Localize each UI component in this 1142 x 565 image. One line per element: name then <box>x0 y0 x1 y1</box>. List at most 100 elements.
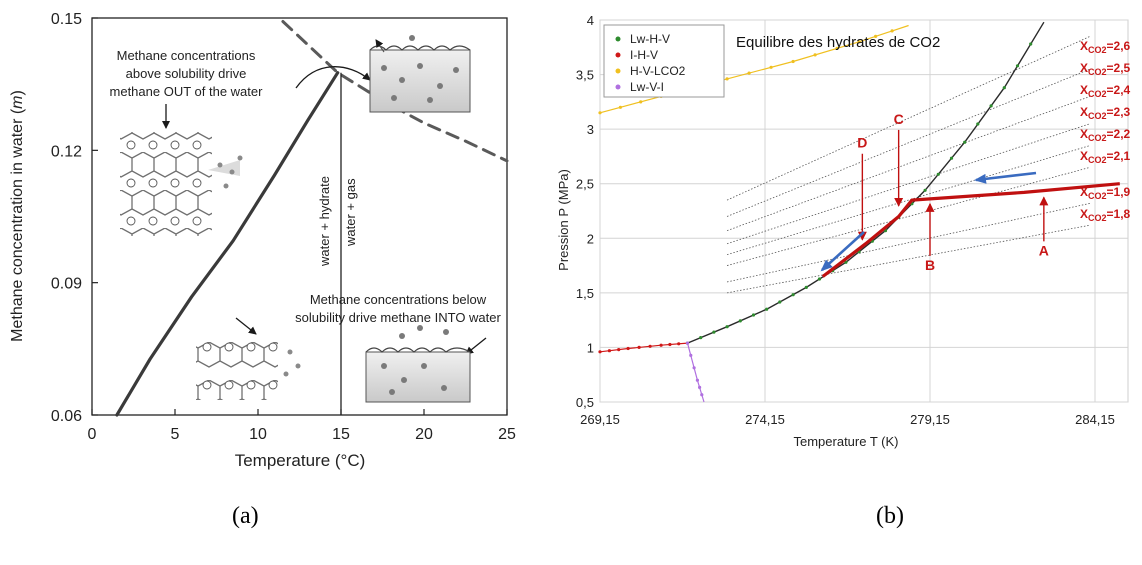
isopleth-label-sub: CO2 <box>1088 89 1107 99</box>
chart-a-xtick-label: 10 <box>249 426 267 443</box>
chart-a-xlabel: Temperature (°C) <box>235 451 366 470</box>
legend-label-lwvi: Lw-V-I <box>630 80 664 94</box>
isopleth-line <box>726 224 1091 294</box>
isopleth-label-sub: CO2 <box>1088 213 1107 223</box>
isopleth-label-prefix: X <box>1080 207 1088 221</box>
legend-marker-hvlco2 <box>615 68 621 74</box>
data-point <box>923 188 927 192</box>
chart-b-isopleths: XCO2=2,6XCO2=2,5XCO2=2,4XCO2=2,3XCO2=2,2… <box>726 36 1131 294</box>
isopleth-label: XCO2=2,1 <box>1080 149 1131 165</box>
data-point <box>598 111 602 115</box>
isopleth-label-sub: CO2 <box>1088 45 1107 55</box>
isopleth-label-value: 2,4 <box>1114 83 1131 97</box>
data-point <box>817 277 822 281</box>
isopleth-label-sub: CO2 <box>1088 111 1107 121</box>
arrow-curve-top <box>295 66 371 89</box>
data-point <box>765 307 769 311</box>
series-line-lw-h-v <box>687 21 1045 344</box>
isopleth-line <box>726 123 1091 245</box>
annotation-in-line1: Methane concentrations below <box>310 292 487 307</box>
annotation-out-line2: above solubility drive <box>126 66 247 81</box>
data-point <box>689 353 693 357</box>
isopleth-label-sub: CO2 <box>1088 191 1107 201</box>
isopleth-label-prefix: X <box>1080 83 1088 97</box>
point-label-a: A <box>1039 242 1049 258</box>
data-point <box>698 385 702 389</box>
chart-b-point-labels: A B C D <box>857 111 1049 273</box>
chart-a-frame <box>91 17 508 416</box>
data-point <box>712 330 716 334</box>
point-label-d: D <box>857 135 867 151</box>
isopleth-line <box>726 36 1091 201</box>
data-point <box>607 349 612 353</box>
chart-b-xtick-label: 284,15 <box>1075 412 1115 427</box>
isopleth-label-value: 1,8 <box>1114 207 1131 221</box>
data-point <box>890 29 894 33</box>
isopleth-label-sep: = <box>1107 127 1114 141</box>
chart-b-legend: Lw-H-V I-H-V H-V-LCO2 Lw-V-I <box>603 24 725 98</box>
data-point <box>949 156 954 160</box>
chart-b-ytick-label: 2,5 <box>576 177 594 192</box>
isopleth-label-sub: CO2 <box>1088 67 1107 77</box>
chart-a-xtick-label: 15 <box>332 426 350 443</box>
isopleth-label: XCO2=2,2 <box>1080 127 1131 143</box>
chart-a-ylabel-main: Methane concentration in water ( <box>9 108 26 342</box>
chart-a-xtick-label: 0 <box>88 426 97 443</box>
chart-b-ytick-label: 3,5 <box>576 68 594 83</box>
data-point <box>1015 64 1020 68</box>
chart-a-ytick-label: 0.09 <box>51 276 82 293</box>
chart-a-ytick-label: 0.06 <box>51 408 82 425</box>
chart-b-title: Equilibre des hydrates de CO2 <box>736 34 940 51</box>
annotation-out-line1: Methane concentrations <box>117 48 256 63</box>
point-label-b: B <box>925 257 935 273</box>
chart-b-ytick-label: 1,5 <box>576 286 594 301</box>
isopleth-label-prefix: X <box>1080 61 1088 75</box>
legend-label-lwhv: Lw-H-V <box>630 32 670 46</box>
chart-a-xtick-label: 20 <box>415 426 433 443</box>
hydrate-lattice-illustration-bottom <box>196 334 301 400</box>
isopleth-line <box>726 202 1091 283</box>
chart-a-ylabel-close: ) <box>9 90 26 95</box>
experimental-path-line <box>821 182 1120 278</box>
chart-b-xtick-label: 274,15 <box>745 412 785 427</box>
data-point <box>692 366 696 370</box>
chart-b-ylabel: Pression P (MPa) <box>556 169 571 271</box>
chart-a-ticks: 0 5 10 15 20 25 0.06 0.09 0.12 0.15 <box>51 11 516 443</box>
data-point <box>738 319 742 323</box>
solubility-curve-solid <box>115 71 340 417</box>
chart-b-grid <box>599 19 1128 403</box>
data-point <box>1002 86 1006 90</box>
chart-a-ylabel-unit: m <box>9 95 26 108</box>
isopleth-label-sub: CO2 <box>1088 155 1107 165</box>
data-point <box>804 285 808 289</box>
arrow-to-hydrate-bottom <box>235 317 257 335</box>
data-point <box>637 345 641 349</box>
chart-a-ylabel: Methane concentration in water (m) <box>9 90 26 342</box>
data-point <box>963 140 967 144</box>
data-point <box>857 40 861 44</box>
data-point <box>747 71 751 75</box>
caption-a: (a) <box>232 503 259 529</box>
data-point <box>791 59 795 64</box>
phase-label-hydrate: water + hydrate <box>317 176 332 267</box>
data-point <box>778 300 782 304</box>
data-point <box>626 346 630 351</box>
isopleth-label-value: 2,6 <box>1114 39 1131 53</box>
data-point <box>936 172 940 176</box>
isopleth-label: XCO2=1,8 <box>1080 207 1131 223</box>
isopleth-label-prefix: X <box>1080 185 1088 199</box>
chart-b-xtick-label: 279,15 <box>910 412 950 427</box>
legend-label-hvlco2: H-V-LCO2 <box>630 64 686 78</box>
isopleth-label-value: 2,2 <box>1114 127 1131 141</box>
isopleth-label-prefix: X <box>1080 105 1088 119</box>
data-point <box>976 122 980 126</box>
chart-b-ytick-label: 1 <box>587 340 594 355</box>
point-label-c: C <box>894 111 904 127</box>
data-point <box>598 350 602 354</box>
isopleth-label-value: 2,1 <box>1114 149 1131 163</box>
isopleth-label-prefix: X <box>1080 127 1088 141</box>
legend-marker-ihv <box>615 52 621 58</box>
data-point <box>989 104 993 108</box>
isopleth-label-sep: = <box>1107 185 1114 199</box>
